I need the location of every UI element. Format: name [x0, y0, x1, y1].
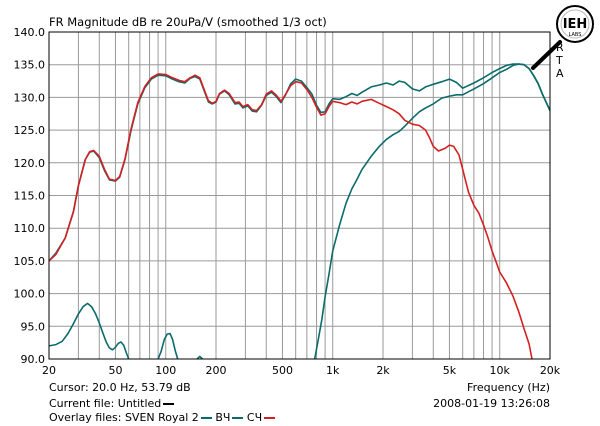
x-tick-label: 20k [540, 364, 561, 377]
rta-letter-a: A [556, 67, 564, 80]
y-axis-ticks: 140.0 135.0 130.0 125.0 120.0 115.0 110.0 105.0… [14, 26, 46, 366]
rta-letter-t: T [555, 54, 563, 67]
series-line-2-0 [48, 73, 533, 360]
x-tick-label: 100 [155, 364, 176, 377]
x-tick-label: 20 [42, 364, 56, 377]
ixbt-labs-logo: IEH LABS [531, 5, 594, 70]
x-tick-label: 5k [443, 364, 457, 377]
overlay-swatch-sven [200, 417, 212, 419]
plot-frame [48, 31, 551, 360]
y-tick-label: 110.0 [14, 222, 46, 235]
current-file-swatch [163, 403, 175, 405]
x-tick-label: 2k [376, 364, 390, 377]
y-tick-label: 125.0 [14, 124, 46, 137]
current-file-line: Current file: Untitled [49, 397, 175, 410]
x-tick-label: 1k [326, 364, 340, 377]
series-line-1-0 [48, 302, 130, 360]
series-line-1-2 [196, 355, 204, 360]
current-file-text: Current file: Untitled [49, 397, 162, 410]
timestamp: 2008-01-19 13:26:08 [433, 397, 550, 410]
svg-text:LABS: LABS [569, 32, 582, 38]
overlay-files-line: Overlay files: SVEN Royal 2 ВЧ СЧ [49, 411, 276, 424]
overlay-swatch-hf [232, 417, 244, 419]
chart-series [48, 63, 551, 360]
series-line-1-1 [157, 332, 179, 360]
frequency-axis-label: Frequency (Hz) [467, 381, 550, 394]
y-tick-label: 130.0 [14, 91, 46, 104]
cursor-readout: Cursor: 20.0 Hz, 53.79 dB [49, 381, 191, 394]
y-tick-label: 100.0 [14, 288, 46, 301]
series-line-1-3 [313, 63, 551, 360]
svg-text:IEH: IEH [563, 17, 588, 32]
y-tick-label: 140.0 [14, 26, 46, 39]
x-axis-ticks: 20 50 100 200 500 1k 2k 5k 10k 20k [42, 364, 561, 377]
chart-title: FR Magnitude dB re 20uPa/V (smoothed 1/3… [49, 15, 327, 29]
y-tick-label: 135.0 [14, 59, 46, 72]
rta-letter-r: R [556, 41, 564, 54]
overlay-files-text: Overlay files: SVEN Royal 2 [49, 411, 199, 424]
y-tick-label: 120.0 [14, 157, 46, 170]
x-tick-label: 500 [272, 364, 293, 377]
overlay-item-hf: ВЧ [215, 411, 231, 424]
overlay-item-mf: СЧ [246, 411, 263, 424]
overlay-swatch-mf [264, 417, 276, 419]
y-tick-label: 115.0 [14, 190, 46, 203]
chart-grid [49, 32, 550, 359]
x-tick-label: 200 [206, 364, 227, 377]
x-tick-label: 10k [490, 364, 511, 377]
y-tick-label: 95.0 [21, 320, 46, 333]
y-tick-label: 105.0 [14, 255, 46, 268]
y-tick-label: 90.0 [21, 353, 46, 366]
x-tick-label: 50 [108, 364, 122, 377]
